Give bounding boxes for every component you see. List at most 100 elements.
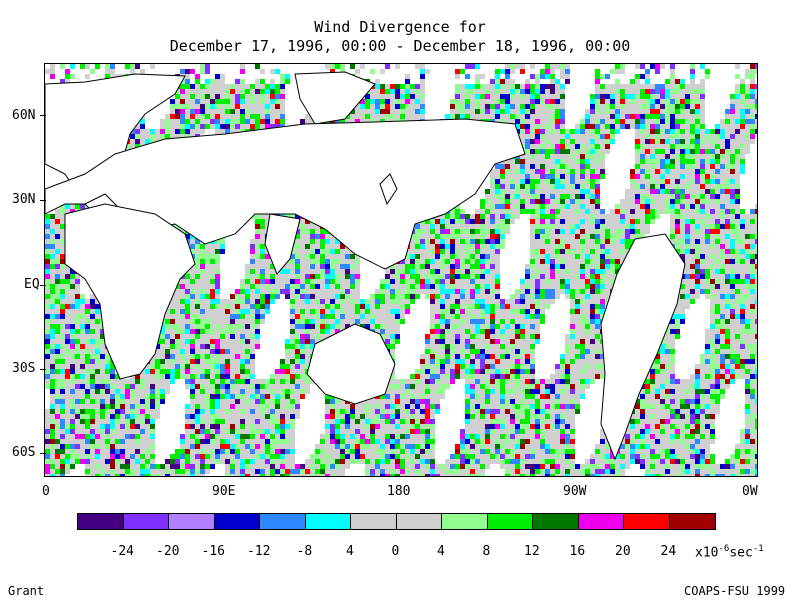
divergence-cell — [285, 274, 290, 279]
divergence-cell — [750, 224, 755, 229]
divergence-cell — [360, 109, 365, 114]
divergence-cell — [725, 234, 730, 239]
divergence-cell — [525, 114, 530, 119]
divergence-cell — [215, 94, 220, 99]
divergence-cell — [690, 279, 695, 284]
divergence-cell — [595, 264, 600, 269]
divergence-cell — [680, 229, 685, 234]
divergence-cell — [750, 124, 755, 129]
divergence-cell — [270, 109, 275, 114]
divergence-cell — [140, 134, 145, 139]
divergence-cell — [530, 279, 535, 284]
divergence-cell — [410, 89, 415, 94]
divergence-cell — [410, 94, 415, 99]
divergence-cell — [480, 279, 485, 284]
divergence-cell — [605, 234, 610, 239]
divergence-cell — [175, 99, 180, 104]
divergence-cell — [570, 274, 575, 279]
divergence-cell — [185, 279, 190, 284]
divergence-cell — [370, 94, 375, 99]
divergence-cell — [370, 69, 375, 74]
divergence-cell — [755, 274, 757, 279]
divergence-cell — [715, 194, 720, 199]
divergence-cell — [610, 134, 615, 139]
divergence-cell — [300, 249, 305, 254]
divergence-cell — [320, 234, 325, 239]
divergence-cell — [535, 154, 540, 159]
divergence-cell — [140, 139, 145, 144]
divergence-cell — [675, 184, 680, 189]
divergence-cell — [210, 259, 215, 264]
divergence-cell — [410, 99, 415, 104]
divergence-cell — [465, 259, 470, 264]
divergence-cell — [615, 84, 620, 89]
divergence-cell — [700, 114, 705, 119]
divergence-cell — [325, 274, 330, 279]
divergence-cell — [675, 209, 680, 214]
divergence-cell — [560, 134, 565, 139]
divergence-cell — [750, 244, 755, 249]
divergence-cell — [685, 274, 690, 279]
divergence-cell — [565, 154, 570, 159]
divergence-cell — [470, 249, 475, 254]
divergence-cell — [595, 274, 600, 279]
divergence-cell — [545, 274, 550, 279]
divergence-cell — [660, 94, 665, 99]
divergence-cell — [600, 174, 605, 179]
divergence-cell — [590, 159, 595, 164]
divergence-cell — [315, 254, 320, 259]
divergence-cell — [435, 274, 440, 279]
divergence-cell — [220, 79, 225, 84]
divergence-cell — [215, 79, 220, 84]
divergence-cell — [85, 74, 90, 79]
divergence-cell — [705, 214, 710, 219]
divergence-cell — [635, 199, 640, 204]
divergence-cell — [495, 239, 500, 244]
divergence-cell — [665, 114, 670, 119]
divergence-cell — [460, 84, 465, 89]
divergence-cell — [470, 259, 475, 264]
divergence-cell — [640, 109, 645, 114]
divergence-cell — [65, 284, 70, 289]
divergence-cell — [230, 104, 235, 109]
divergence-cell — [585, 204, 590, 209]
divergence-cell — [475, 274, 480, 279]
divergence-cell — [590, 139, 595, 144]
divergence-cell — [635, 179, 640, 184]
divergence-cell — [695, 254, 700, 259]
divergence-cell — [510, 209, 515, 214]
divergence-cell — [70, 269, 75, 274]
divergence-cell — [575, 159, 580, 164]
divergence-cell — [260, 84, 265, 89]
divergence-cell — [55, 274, 60, 279]
divergence-cell — [540, 264, 545, 269]
divergence-cell — [540, 144, 545, 149]
divergence-cell — [590, 154, 595, 159]
divergence-cell — [420, 114, 425, 119]
divergence-cell — [405, 259, 410, 264]
divergence-cell — [330, 254, 335, 259]
divergence-cell — [505, 99, 510, 104]
divergence-cell — [460, 269, 465, 274]
divergence-cell — [465, 254, 470, 259]
divergence-cell — [595, 249, 600, 254]
divergence-cell — [560, 264, 565, 269]
divergence-cell — [580, 269, 585, 274]
divergence-cell — [715, 259, 720, 264]
divergence-cell — [645, 209, 650, 214]
divergence-cell — [705, 189, 710, 194]
divergence-cell — [635, 84, 640, 89]
divergence-cell — [590, 214, 595, 219]
divergence-cell — [630, 124, 635, 129]
divergence-cell — [540, 169, 545, 174]
divergence-cell — [175, 109, 180, 114]
divergence-cell — [595, 74, 600, 79]
divergence-cell — [675, 249, 680, 254]
divergence-cell — [545, 204, 550, 209]
divergence-cell — [680, 219, 685, 224]
divergence-cell — [220, 84, 225, 89]
divergence-cell — [565, 159, 570, 164]
divergence-cell — [670, 114, 675, 119]
divergence-cell — [510, 64, 515, 69]
divergence-cell — [500, 114, 505, 119]
